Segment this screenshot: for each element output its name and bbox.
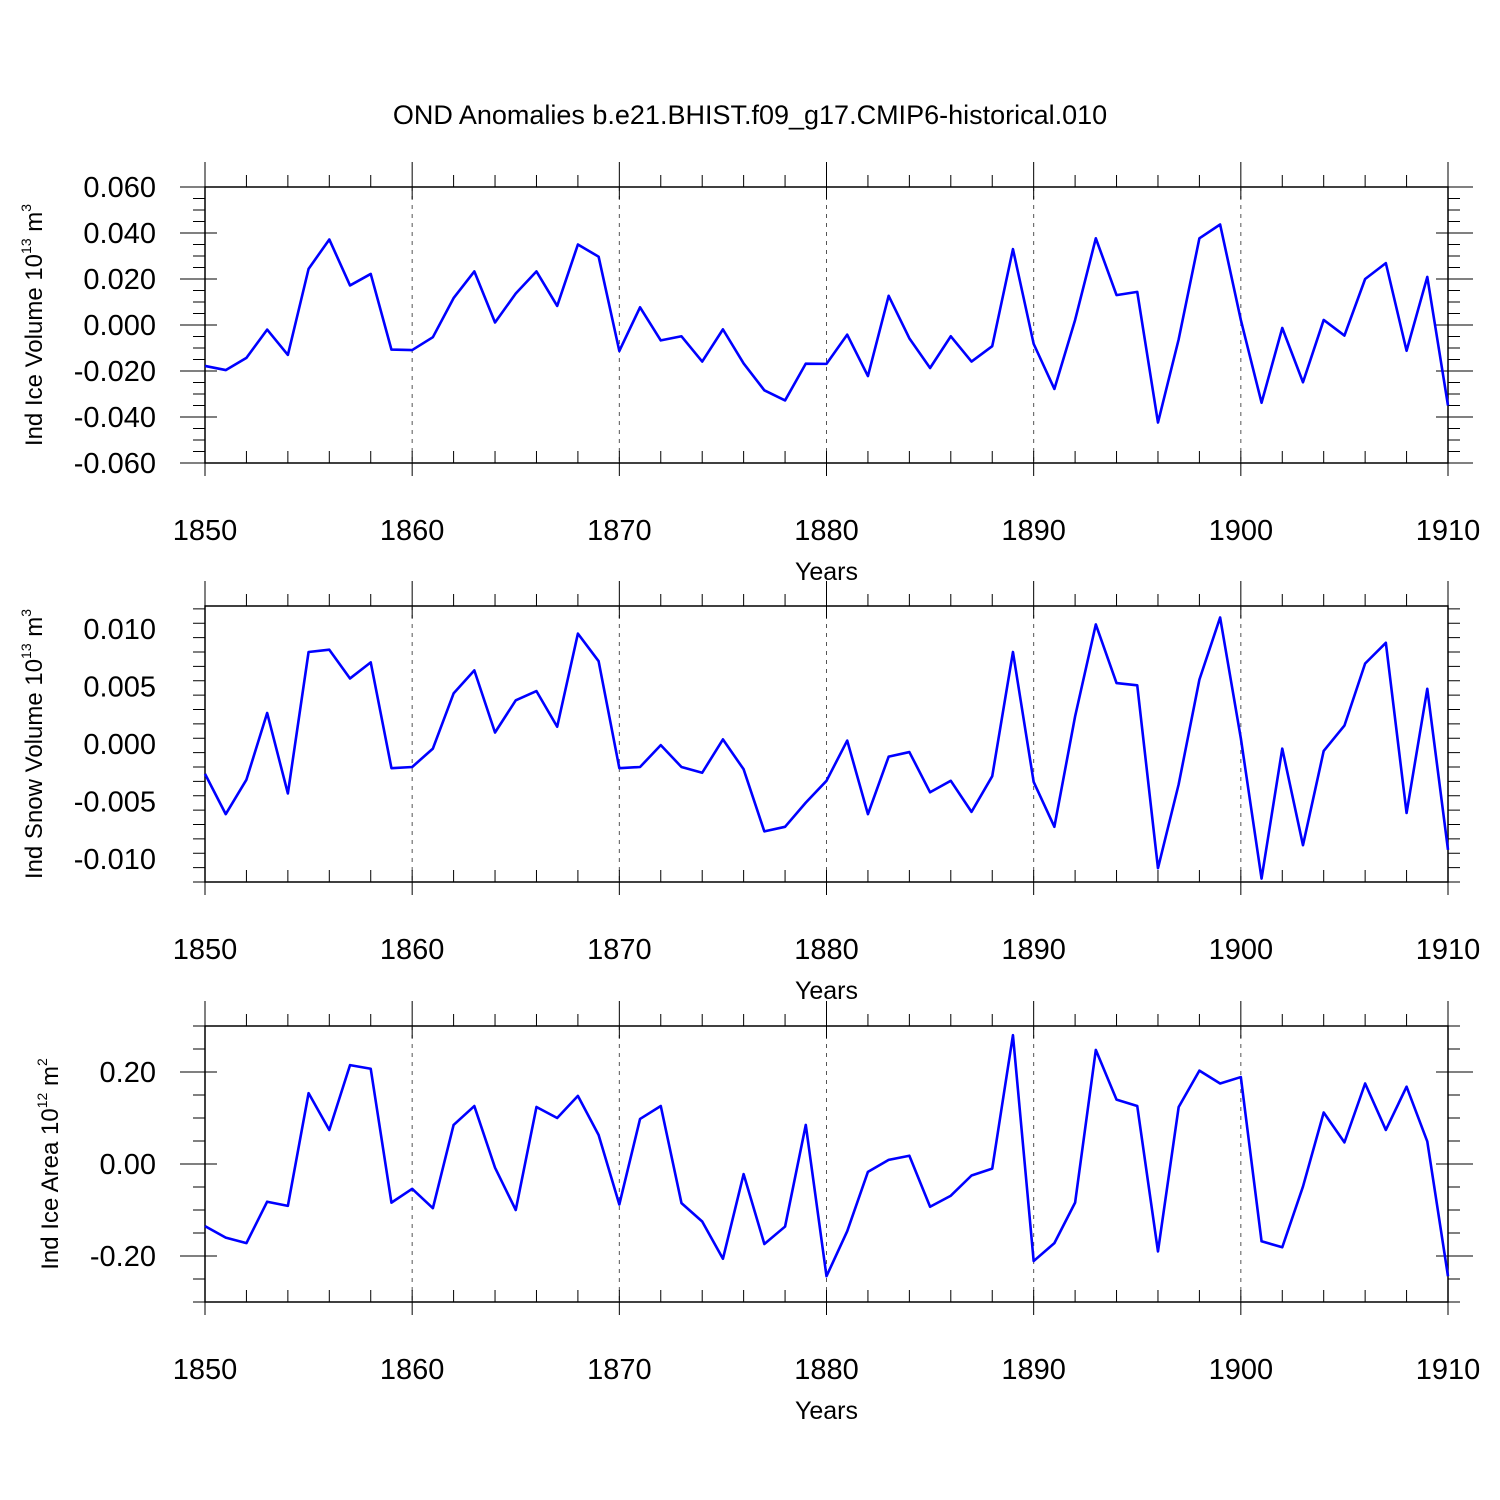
x-tick-label: 1890 bbox=[1001, 1354, 1066, 1386]
series-line-ice-area bbox=[204, 1033, 1450, 1278]
y-tick-label: 0.000 bbox=[83, 310, 156, 342]
y-axis-label: Ind Ice Area 1012 m2 bbox=[34, 1058, 64, 1270]
y-axis-label-exponent: 12 bbox=[34, 1093, 50, 1109]
x-axis-label: Years bbox=[795, 1397, 858, 1425]
y-axis-label-main: Ind Ice Area 10 bbox=[37, 1108, 64, 1269]
x-tick-labels: 1850 1860 1870 1880 1890 1900 1910 bbox=[173, 934, 1481, 966]
x-tick-label: 1850 bbox=[173, 934, 238, 966]
y-tick-labels: 0.060 0.040 0.020 0.000 -0.020 -0.040 -0.060 bbox=[74, 172, 156, 480]
x-tick-label: 1880 bbox=[794, 934, 859, 966]
x-tick-label: 1850 bbox=[173, 515, 238, 547]
x-tick-label: 1910 bbox=[1416, 515, 1481, 547]
y-tick-label: 0.000 bbox=[83, 729, 156, 761]
x-tick-label: 1860 bbox=[380, 515, 445, 547]
y-axis-label-exponent: 13 bbox=[18, 643, 34, 659]
x-tick-label: 1900 bbox=[1209, 1354, 1274, 1386]
y-tick-label: 0.060 bbox=[83, 172, 156, 204]
x-tick-label: 1860 bbox=[380, 934, 445, 966]
y-axis-label: Ind Ice Volume 1013 m3 bbox=[18, 204, 48, 446]
panel-ice-volume: 0.060 0.040 0.020 0.000 -0.020 -0.040 -0.060 1… bbox=[18, 162, 1480, 586]
y-axis-label-unit-exponent: 2 bbox=[34, 1058, 50, 1066]
y-tick-label: -0.010 bbox=[74, 844, 156, 876]
x-tick-label: 1850 bbox=[173, 1354, 238, 1386]
y-tick-label: 0.010 bbox=[83, 614, 156, 646]
axis-ticks bbox=[180, 1001, 1473, 1315]
x-tick-label: 1890 bbox=[1001, 515, 1066, 547]
y-tick-label: -0.005 bbox=[74, 787, 156, 819]
x-tick-labels: 1850 1860 1870 1880 1890 1900 1910 bbox=[173, 515, 1481, 547]
axis-ticks bbox=[180, 162, 1473, 476]
x-tick-label: 1890 bbox=[1001, 934, 1066, 966]
y-axis-label-unit-exponent: 3 bbox=[18, 609, 34, 617]
y-axis-label-unit: m bbox=[21, 212, 48, 239]
x-tick-label: 1870 bbox=[587, 1354, 652, 1386]
series-line-ice-volume bbox=[204, 223, 1450, 424]
y-axis-label-unit: m bbox=[37, 1066, 64, 1093]
y-tick-label: 0.020 bbox=[83, 264, 156, 296]
x-tick-label: 1910 bbox=[1416, 934, 1481, 966]
y-axis-label: Ind Snow Volume 1013 m3 bbox=[18, 609, 48, 879]
y-tick-label: -0.20 bbox=[90, 1241, 156, 1273]
x-tick-label: 1900 bbox=[1209, 934, 1274, 966]
y-tick-labels: 0.20 0.00 -0.20 bbox=[90, 1057, 156, 1273]
y-tick-label: 0.040 bbox=[83, 218, 156, 250]
x-tick-labels: 1850 1860 1870 1880 1890 1900 1910 bbox=[173, 1354, 1481, 1386]
y-tick-label: 0.00 bbox=[100, 1149, 156, 1181]
x-axis-label: Years bbox=[795, 977, 858, 1005]
chart-title: OND Anomalies b.e21.BHIST.f09_g17.CMIP6-… bbox=[393, 100, 1107, 130]
y-tick-label: -0.040 bbox=[74, 402, 156, 434]
x-tick-label: 1860 bbox=[380, 1354, 445, 1386]
y-tick-labels: 0.010 0.005 0.000 -0.005 -0.010 bbox=[74, 614, 156, 876]
y-tick-label: 0.20 bbox=[100, 1057, 156, 1089]
x-tick-label: 1870 bbox=[587, 934, 652, 966]
x-tick-label: 1900 bbox=[1209, 515, 1274, 547]
y-axis-label-main: Ind Ice Volume 10 bbox=[21, 254, 48, 446]
y-axis-label-exponent: 13 bbox=[18, 238, 34, 254]
y-axis-label-unit-exponent: 3 bbox=[18, 204, 34, 212]
x-tick-label: 1910 bbox=[1416, 1354, 1481, 1386]
panel-ice-area: 0.20 0.00 -0.20 1850 1860 1870 1880 1890 1900 19… bbox=[34, 1001, 1480, 1425]
axis-ticks bbox=[193, 581, 1460, 895]
y-tick-label: -0.060 bbox=[74, 448, 156, 480]
series-line-snow-volume bbox=[203, 616, 1450, 880]
y-axis-label-unit: m bbox=[21, 617, 48, 644]
x-gridlines bbox=[411, 1026, 1242, 1302]
y-tick-label: -0.020 bbox=[74, 356, 156, 388]
x-tick-label: 1880 bbox=[794, 515, 859, 547]
y-axis-label-main: Ind Snow Volume 10 bbox=[21, 659, 48, 879]
x-tick-label: 1870 bbox=[587, 515, 652, 547]
panel-snow-volume: 0.010 0.005 0.000 -0.005 -0.010 1850 1860 1870… bbox=[18, 581, 1480, 1005]
y-tick-label: 0.005 bbox=[83, 672, 156, 704]
x-tick-label: 1880 bbox=[794, 1354, 859, 1386]
